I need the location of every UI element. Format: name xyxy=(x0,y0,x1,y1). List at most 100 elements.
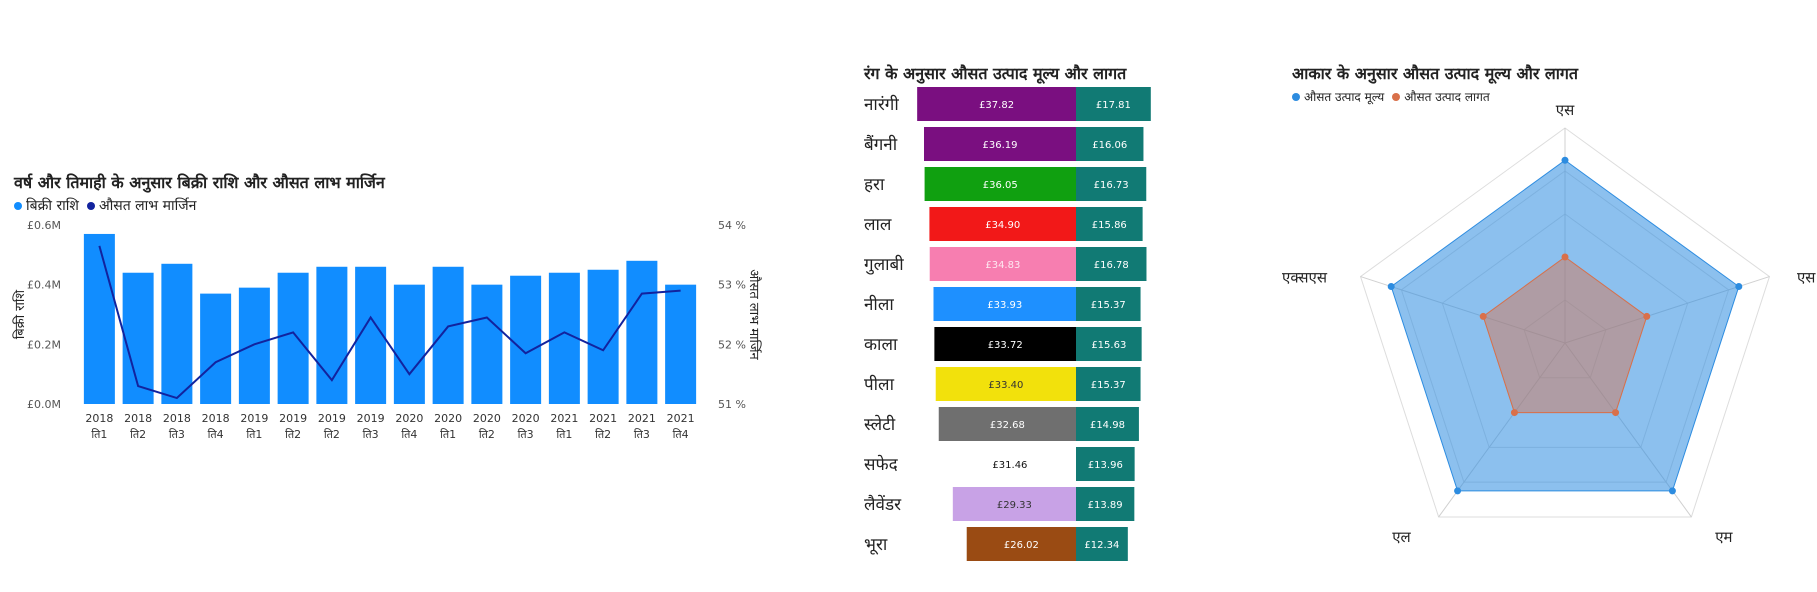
radar-point xyxy=(1561,253,1569,261)
color-category-label: गुलाबी xyxy=(864,254,904,275)
radar-price-area xyxy=(1390,159,1740,492)
cost-bar xyxy=(1076,447,1135,481)
color-category-label: सफेद xyxy=(864,454,899,475)
y2-axis-title: औसत लाभ मार्जिन xyxy=(746,269,762,360)
sales-chart-legend: बिक्री राशि औसत लाभ मार्जिन xyxy=(14,196,196,215)
sales-bar xyxy=(238,287,270,404)
y2-tick-label: 52 % xyxy=(718,338,746,351)
size-chart-legend: औसत उत्पाद मूल्य औसत उत्पाद लागत xyxy=(1292,88,1490,105)
price-bar-label: £29.33 xyxy=(997,500,1032,511)
legend-dot-icon xyxy=(1292,92,1300,101)
price-bar-label: £34.90 xyxy=(985,220,1020,231)
color-category-label: पीला xyxy=(864,374,895,395)
sales-bar xyxy=(432,266,464,404)
x-tick-quarter: ति1 xyxy=(91,428,107,441)
price-bar-label: £33.72 xyxy=(988,340,1023,351)
price-bar xyxy=(917,87,1076,121)
color-category-label: बैंगनी xyxy=(864,134,898,155)
radar-axis-label: एस xyxy=(1556,101,1575,119)
sales-bar xyxy=(200,293,232,404)
y-tick-label: £0.6M xyxy=(27,219,61,232)
cost-bar xyxy=(1076,487,1135,521)
y2-tick-label: 53 % xyxy=(718,279,746,292)
legend-item-sales[interactable]: बिक्री राशि xyxy=(14,196,79,215)
x-tick-quarter: ति3 xyxy=(363,428,379,441)
price-bar-label: £26.02 xyxy=(1004,540,1039,551)
x-tick-year: 2020 xyxy=(434,412,462,425)
x-tick-year: 2018 xyxy=(85,412,113,425)
radar-point xyxy=(1454,487,1462,495)
cost-bar xyxy=(1076,407,1139,441)
price-bar xyxy=(924,167,1076,201)
legend-label: बिक्री राशि xyxy=(26,198,79,214)
x-tick-year: 2019 xyxy=(279,412,307,425)
sales-bar xyxy=(277,272,309,404)
legend-item-price[interactable]: औसत उत्पाद मूल्य xyxy=(1292,88,1384,105)
cost-bar xyxy=(1076,127,1144,161)
color-category-label: नीला xyxy=(864,294,894,315)
sales-bar xyxy=(83,233,115,404)
sales-bar xyxy=(393,284,425,404)
x-tick-quarter: ति3 xyxy=(169,428,185,441)
sales-bar xyxy=(587,269,619,404)
x-tick-quarter: ति1 xyxy=(556,428,572,441)
x-tick-quarter: ति4 xyxy=(208,428,224,441)
x-tick-year: 2019 xyxy=(357,412,385,425)
x-tick-quarter: ति4 xyxy=(401,428,417,441)
sales-bar xyxy=(122,272,154,404)
cost-bar-label: £17.81 xyxy=(1096,100,1131,111)
legend-label: औसत लाभ मार्जिन xyxy=(98,198,197,214)
price-bar xyxy=(935,367,1076,401)
x-tick-year: 2020 xyxy=(395,412,423,425)
radar-point xyxy=(1612,409,1620,417)
radar-point xyxy=(1387,283,1395,291)
sales-bar xyxy=(510,275,542,404)
cost-bar-label: £12.34 xyxy=(1084,540,1119,551)
legend-dot-icon xyxy=(1392,92,1401,101)
radar-axis-label: एल xyxy=(1392,528,1411,546)
x-tick-quarter: ति2 xyxy=(595,428,611,441)
price-bar xyxy=(952,487,1076,521)
cost-bar-label: £15.37 xyxy=(1091,300,1126,311)
legend-label: औसत उत्पाद मूल्य xyxy=(1304,90,1385,104)
sales-bar xyxy=(665,284,697,404)
cost-bar-label: £16.06 xyxy=(1092,140,1127,151)
color-category-label: स्लेटी xyxy=(864,414,896,435)
cost-bar xyxy=(1076,247,1147,281)
legend-dot-icon xyxy=(86,201,95,210)
color-category-label: भूरा xyxy=(864,535,888,555)
radar-axis-label: एम xyxy=(1715,528,1733,546)
sales-bar xyxy=(471,284,503,404)
cost-bar xyxy=(1076,287,1141,321)
radar-point xyxy=(1643,312,1651,320)
x-tick-quarter: ति2 xyxy=(479,428,495,441)
x-tick-year: 2019 xyxy=(318,412,346,425)
x-tick-quarter: ति3 xyxy=(518,428,534,441)
cost-bar-label: £16.73 xyxy=(1094,180,1129,191)
y-tick-label: £0.2M xyxy=(27,338,61,351)
size-chart-title: आकार के अनुसार औसत उत्पाद मूल्य और लागत xyxy=(1292,64,1579,83)
color-category-label: नारंगी xyxy=(864,94,899,115)
price-bar-label: £33.93 xyxy=(987,300,1022,311)
cost-bar xyxy=(1076,367,1141,401)
price-bar xyxy=(966,527,1076,561)
x-tick-quarter: ति1 xyxy=(440,428,456,441)
sales-bar xyxy=(316,266,348,404)
radar-point xyxy=(1510,409,1518,417)
legend-item-cost[interactable]: औसत उत्पाद लागत xyxy=(1392,88,1490,105)
cost-bar xyxy=(1076,527,1128,561)
x-tick-year: 2018 xyxy=(163,412,191,425)
x-tick-quarter: ति1 xyxy=(246,428,262,441)
radar-cost-area xyxy=(1482,256,1648,414)
legend-item-margin[interactable]: औसत लाभ मार्जिन xyxy=(86,196,197,215)
price-bar xyxy=(938,407,1076,441)
color-category-label: लाल xyxy=(864,215,892,235)
cost-bar xyxy=(1076,327,1142,361)
x-tick-year: 2018 xyxy=(124,412,152,425)
price-bar-label: £33.40 xyxy=(988,380,1023,391)
price-bar xyxy=(929,207,1076,241)
x-tick-year: 2021 xyxy=(667,412,695,425)
cost-bar xyxy=(1076,207,1143,241)
price-bar-label: £36.19 xyxy=(983,140,1018,151)
